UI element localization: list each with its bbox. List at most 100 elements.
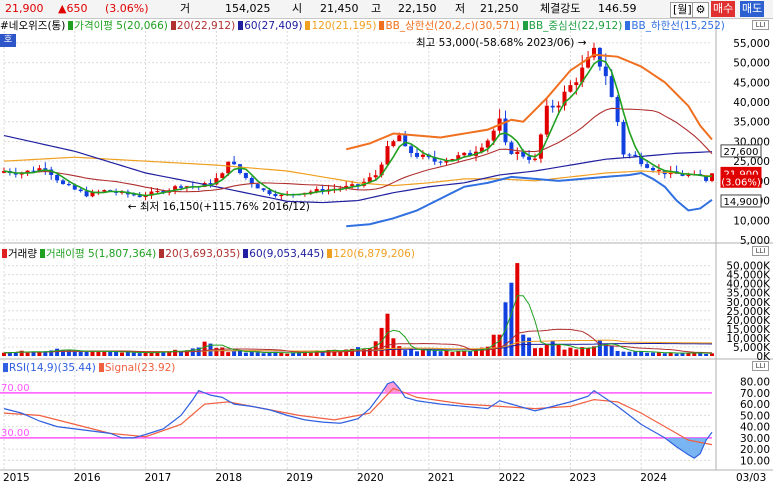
candle <box>710 173 714 181</box>
price-legend-item[interactable]: 20(22,912) <box>176 20 236 32</box>
volume-bar <box>55 348 60 356</box>
volume-bar <box>220 347 225 356</box>
volume-bar <box>184 350 189 356</box>
x-tick-label: 2019 <box>286 472 313 484</box>
bb-lower-line <box>346 171 713 228</box>
candle <box>344 185 349 189</box>
candle <box>704 176 709 181</box>
buy-button[interactable]: 매수 <box>711 1 736 17</box>
volume-bar <box>698 352 703 356</box>
candle <box>226 161 231 174</box>
price-legend-item[interactable]: BB_하한선(15,252) <box>631 20 725 32</box>
candle <box>137 195 142 198</box>
candle <box>273 194 278 197</box>
price-legend-item[interactable]: BB_중심선(22,912) <box>528 20 623 32</box>
candle <box>503 118 508 143</box>
price-tick-label: 55,000 <box>733 38 770 50</box>
price-tag-label: 27,600 <box>724 147 759 158</box>
price-legend-swatch <box>625 21 631 30</box>
candle <box>385 146 390 165</box>
volume-bar <box>243 352 248 356</box>
volume-bar <box>479 347 484 356</box>
price-legend-item[interactable]: 60(27,409) <box>244 20 303 32</box>
strength-value: 146.59 <box>598 2 637 15</box>
volume-bar <box>686 352 691 356</box>
volume-bar <box>320 351 325 356</box>
volume-bar <box>415 351 419 356</box>
volume-value: 154,025 <box>225 2 271 15</box>
volume-bar <box>279 352 284 356</box>
volume-bar <box>356 347 360 356</box>
x-tick-label: 2018 <box>215 472 242 484</box>
ma20-line <box>3 107 713 193</box>
volume-bar <box>562 349 567 356</box>
volume-legend-item[interactable]: 60(9,053,445) <box>249 248 325 260</box>
volume-bar <box>627 351 632 356</box>
price-pane-toggle[interactable]: LLI <box>752 20 769 30</box>
candle <box>509 142 514 154</box>
price-legend-item[interactable]: 120(21,195) <box>311 20 377 32</box>
volume-bar <box>214 347 219 356</box>
volume-tick-label: 25,000K <box>726 306 771 318</box>
volume-bar <box>108 351 113 356</box>
candle <box>267 190 272 195</box>
volume-bar <box>456 350 461 356</box>
volume-bar <box>385 313 390 356</box>
candle <box>232 161 237 165</box>
price-legend-item[interactable]: BB_상한선(20,2,c)(30,571) <box>385 20 520 32</box>
quote-mode-chip[interactable]: 호 <box>0 34 16 47</box>
volume-legend: 거래량 거래이평 5(1,807,364) 20(3,693,035) 60(9,05… <box>0 247 415 261</box>
volume-bar <box>373 341 378 356</box>
high-label: 고 <box>371 2 382 15</box>
rsi-legend-item[interactable]: RSI(14,9)(35.44) <box>9 362 96 374</box>
volume-bar <box>90 350 95 356</box>
volume-pane-toggle[interactable]: LLI <box>752 246 769 256</box>
candle <box>173 186 178 191</box>
volume-tick-label: 0K <box>756 351 771 363</box>
rsi-legend-swatch <box>3 363 8 372</box>
candle <box>131 194 136 196</box>
candle <box>2 171 6 173</box>
volume-legend-swatch <box>327 249 333 258</box>
volume-bar <box>338 352 343 356</box>
candle <box>43 168 48 170</box>
gear-icon[interactable]: ⚙ <box>692 2 709 18</box>
price-legend-swatch <box>238 21 244 30</box>
volume-legend-item[interactable]: 거래이평 5(1,807,364) <box>45 248 157 260</box>
candle <box>37 168 42 172</box>
price-legend-item[interactable]: 가격이평 5(20,066) <box>74 20 168 32</box>
rsi-tick-label: 50.00 <box>740 410 770 422</box>
candle <box>420 154 425 157</box>
volume-bar <box>179 351 183 356</box>
candle <box>320 189 325 192</box>
volume-bar <box>704 353 709 356</box>
volume-bar <box>462 350 467 356</box>
rsi-band-label: 30.00 <box>1 428 30 439</box>
volume-legend-item[interactable]: 120(6,879,206) <box>333 248 415 260</box>
volume-legend-item[interactable]: 20(3,693,035) <box>165 248 241 260</box>
volume-tick-label: 40,000K <box>726 279 771 291</box>
volume-bar <box>403 350 408 356</box>
candle <box>261 188 266 191</box>
volume-bar <box>66 350 71 356</box>
candle <box>432 157 437 162</box>
sell-button[interactable]: 매도 <box>740 1 765 17</box>
volume-bar <box>285 353 290 356</box>
candle <box>527 156 532 160</box>
low-label: 저 <box>455 2 466 15</box>
bb-upper-line <box>345 53 713 151</box>
candle <box>538 134 543 159</box>
rsi-signal-line <box>3 387 713 446</box>
volume-bar <box>344 349 349 356</box>
volume-bar <box>444 350 449 356</box>
price-tick-label: 35,000 <box>733 117 770 129</box>
volume-bar <box>161 351 166 356</box>
volume-bar <box>426 350 431 356</box>
rsi-pane-toggle[interactable]: LLI <box>752 361 769 371</box>
period-button[interactable]: [월] <box>670 2 695 18</box>
volume-bar <box>302 351 307 356</box>
rsi-legend-item[interactable]: Signal(23.92) <box>104 362 176 374</box>
volume-bar <box>49 350 54 356</box>
rsi-tick-label: 20.00 <box>740 444 770 456</box>
